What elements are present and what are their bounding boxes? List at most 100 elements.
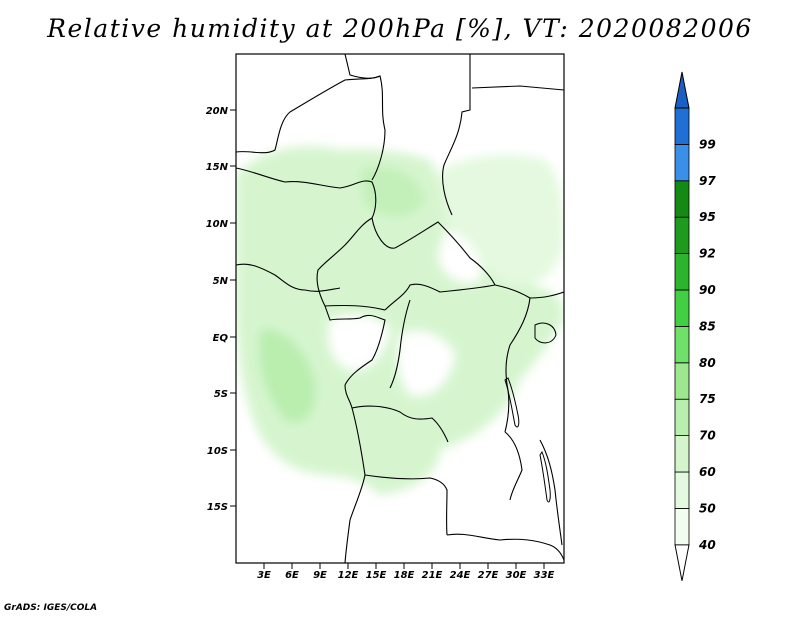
legend-label: 50: [699, 501, 716, 515]
latitude-axis: 20N 15N 10N 5N EQ 5S 10S 15S: [206, 106, 236, 513]
humidity-shading: [236, 146, 564, 495]
lat-tick-label: EQ: [213, 333, 229, 344]
country-borders: [236, 54, 564, 563]
lat-tick-label: 5N: [213, 276, 229, 287]
lat-tick: 10N: [206, 219, 236, 230]
lon-tick-label: 12E: [338, 570, 359, 581]
border-line: [471, 85, 564, 91]
humidity-dry-zone: [438, 230, 481, 284]
longitude-axis: 3E 6E 9E 12E 15E 18E 21E 24E 27E 30E 33E: [257, 563, 555, 581]
legend-label: 75: [699, 392, 716, 406]
legend-label: 85: [699, 319, 716, 333]
legend-label: 92: [699, 247, 716, 261]
legend-color-box: [674, 143, 690, 182]
lon-tick: 30E: [506, 563, 527, 581]
lake-malawi: [539, 450, 551, 503]
lat-tick: 20N: [206, 106, 236, 117]
lat-tick: 15N: [206, 162, 236, 173]
legend-color-box: [674, 435, 690, 473]
border-line: [236, 167, 396, 249]
legend-label: 99: [699, 137, 716, 151]
lat-tick: 5S: [214, 389, 236, 400]
legend-color-box: [674, 180, 690, 218]
legend-color-box: [674, 325, 690, 364]
border-line: [344, 407, 366, 563]
grads-credit: GrADS: IGES/COLA: [4, 603, 98, 613]
border-line: [344, 384, 449, 443]
lat-tick-label: 15S: [207, 502, 228, 513]
legend-color-box: [674, 507, 690, 546]
lon-tick: 24E: [450, 563, 471, 581]
legend-label: 70: [699, 429, 716, 443]
border-line: [539, 439, 563, 546]
lake-tanganyika: [504, 377, 520, 428]
lon-tick-label: 27E: [478, 570, 499, 581]
lon-tick: 15E: [366, 563, 387, 581]
humidity-field: [236, 146, 564, 495]
border-line: [364, 474, 448, 536]
lon-tick-label: 33E: [534, 570, 555, 581]
lat-tick-label: 5S: [214, 389, 228, 400]
legend-label: 40: [698, 538, 716, 552]
legend-label: 95: [699, 210, 716, 224]
map-frame: [235, 53, 565, 564]
colorbar-legend: 40 50 60 70 75 80 85 90 92 95 97 99: [674, 71, 716, 581]
legend-arrow-top: [674, 71, 690, 109]
lat-tick-label: 20N: [206, 106, 229, 117]
lon-tick-label: 24E: [450, 570, 471, 581]
border-line: [504, 297, 531, 433]
border-line: [236, 75, 381, 154]
humidity-dry-zone: [397, 331, 455, 396]
border-line: [316, 217, 386, 311]
lat-tick: 5N: [213, 276, 236, 287]
border-line: [442, 54, 471, 216]
border-line: [504, 431, 523, 501]
border-line: [446, 533, 564, 561]
border-line: [389, 299, 411, 389]
lon-tick-label: 30E: [506, 570, 527, 581]
legend-color-box: [674, 253, 690, 291]
legend-label: 90: [699, 283, 716, 297]
lat-tick-label: 10N: [206, 219, 229, 230]
border-line: [236, 263, 341, 292]
lon-tick: 12E: [338, 563, 359, 581]
lon-tick: 33E: [534, 563, 555, 581]
lon-tick-label: 18E: [394, 570, 415, 581]
legend-label: 60: [699, 465, 716, 479]
humidity-moist-core: [360, 166, 425, 217]
lat-tick: 15S: [207, 502, 236, 513]
legend-label: 80: [699, 356, 716, 370]
lon-tick-label: 3E: [257, 570, 271, 581]
lakes: [504, 322, 557, 503]
lat-tick: 10S: [207, 446, 236, 457]
border-line: [324, 305, 386, 386]
lat-tick-label: 15N: [206, 162, 229, 173]
border-line: [394, 221, 564, 299]
border-line: [344, 54, 386, 181]
legend-label: 97: [699, 174, 716, 188]
lat-tick: EQ: [213, 333, 236, 344]
lon-tick-label: 9E: [313, 570, 327, 581]
humidity-region-west-africa: [236, 146, 564, 495]
lat-tick-label: 10S: [207, 446, 228, 457]
legend-color-box: [674, 471, 690, 509]
lon-tick: 6E: [285, 563, 299, 581]
legend-color-box: [674, 216, 690, 254]
lon-tick: 9E: [313, 563, 327, 581]
border-line: [384, 283, 496, 311]
lon-tick: 18E: [394, 563, 415, 581]
legend-color-box: [674, 362, 690, 400]
legend-color-box: [674, 107, 690, 145]
lon-tick: 21E: [422, 563, 443, 581]
legend-arrow-bottom: [674, 544, 690, 581]
lon-tick: 27E: [478, 563, 499, 581]
lake-victoria: [534, 322, 557, 344]
humidity-moist-core: [258, 329, 316, 423]
lon-tick-label: 21E: [422, 570, 443, 581]
lon-tick-label: 15E: [366, 570, 387, 581]
legend-color-box: [674, 398, 690, 437]
chart-title: Relative humidity at 200hPa [%], VT: 202…: [47, 14, 753, 43]
legend-color-box: [674, 289, 690, 327]
lon-tick: 3E: [257, 563, 271, 581]
